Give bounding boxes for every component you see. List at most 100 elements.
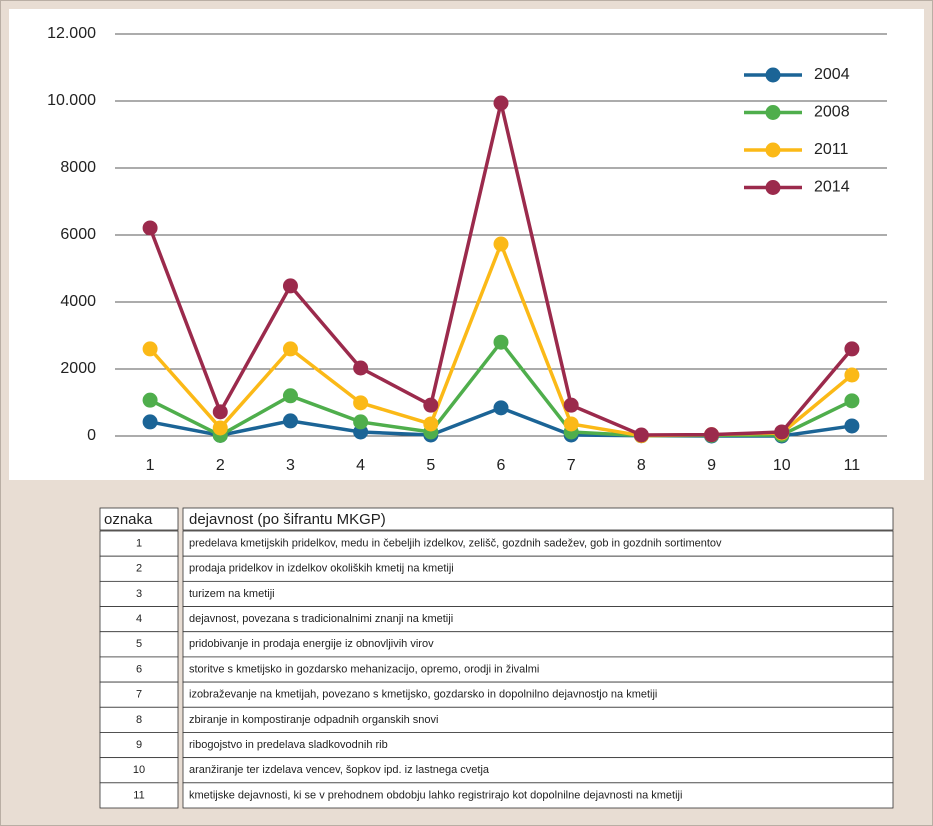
y-tick-label: 0 (87, 427, 96, 444)
legend-marker (765, 180, 781, 195)
x-tick-label: 4 (356, 457, 365, 474)
table-activity: predelava kmetijskih pridelkov, medu in … (189, 537, 722, 549)
table-header-cell (182, 507, 894, 531)
data-point (493, 95, 509, 111)
data-point (633, 427, 649, 443)
table-cell (182, 606, 894, 633)
data-point (142, 414, 158, 430)
data-point (142, 392, 158, 408)
table-activity: turizem na kmetiji (189, 588, 275, 600)
table-cell (182, 757, 894, 784)
data-point (212, 404, 228, 420)
table-cell (99, 631, 179, 658)
y-tick-label: 8000 (60, 159, 96, 176)
data-point (353, 360, 369, 376)
legend-label: 2008 (814, 104, 850, 121)
table-code: 7 (136, 689, 142, 701)
data-point (142, 341, 158, 357)
table-cell (99, 757, 179, 784)
x-tick-label: 10 (773, 457, 791, 474)
table-code: 5 (136, 638, 142, 650)
y-tick-label: 4000 (60, 293, 96, 310)
table-code: 2 (136, 563, 142, 575)
y-tick-label: 2000 (60, 360, 96, 377)
data-point (493, 236, 509, 252)
x-tick-label: 8 (637, 457, 646, 474)
legend-label: 2014 (814, 179, 850, 196)
table-cell (99, 656, 179, 683)
table-activity: prodaja pridelkov in izdelkov okoliških … (189, 563, 454, 575)
x-tick-label: 1 (146, 457, 155, 474)
data-point (212, 420, 228, 436)
x-tick-label: 2 (216, 457, 225, 474)
table-cell (99, 681, 179, 708)
legend-marker (765, 105, 781, 120)
data-point (353, 414, 369, 430)
table-activity: pridobivanje in prodaja energije iz obno… (189, 638, 434, 650)
y-tick-label: 10.000 (47, 92, 96, 109)
data-point (282, 341, 298, 357)
legend-marker (765, 67, 781, 83)
x-tick-label: 7 (567, 457, 576, 474)
data-point (142, 220, 158, 236)
table-activity: ribogojstvo in predelava sladkovodnih ri… (189, 739, 388, 751)
table-cell (99, 580, 179, 607)
table-activity: aranžiranje ter izdelava vencev, šopkov … (189, 764, 490, 776)
data-point (282, 413, 298, 429)
table-activity: izobraževanje na kmetijah, povezano s km… (189, 689, 657, 701)
data-point (282, 278, 298, 294)
table-cell (99, 555, 179, 582)
table-code: 1 (136, 537, 142, 549)
data-point (844, 393, 860, 409)
table-activity: kmetijske dejavnosti, ki se v prehodnem … (189, 789, 682, 801)
data-point (423, 397, 439, 413)
table-cell (99, 706, 179, 733)
table-cell (182, 656, 894, 683)
data-point (282, 388, 298, 404)
table-cell (182, 530, 894, 557)
table-cell (182, 580, 894, 607)
table-code: 9 (136, 739, 142, 751)
table-cell (182, 555, 894, 582)
legend-marker (765, 142, 781, 158)
data-point (353, 395, 369, 411)
table-header-cell (99, 507, 179, 531)
data-point (774, 424, 790, 440)
table-code: 3 (136, 588, 142, 600)
table-cell (182, 631, 894, 658)
table-code: 6 (136, 663, 142, 675)
table-cell (182, 681, 894, 708)
table-code: 11 (133, 789, 144, 801)
table-cell (99, 530, 179, 557)
data-point (563, 397, 579, 413)
table-cell (99, 732, 179, 759)
x-tick-label: 9 (707, 457, 716, 474)
table-code: 4 (136, 613, 142, 625)
table-cell (182, 782, 894, 809)
table-activity: dejavnost, povezana s tradicionalnimi zn… (189, 613, 453, 625)
x-tick-label: 5 (426, 457, 435, 474)
data-point (844, 418, 860, 434)
table-code: 10 (133, 764, 145, 776)
table-header: dejavnost (po šifrantu MKGP) (189, 511, 386, 528)
table-cell (99, 782, 179, 809)
data-point (493, 334, 509, 350)
data-point (844, 367, 860, 383)
x-tick-label: 6 (497, 457, 506, 474)
data-point (704, 427, 720, 443)
table-code: 8 (136, 714, 142, 726)
table-activity: storitve s kmetijsko in gozdarsko mehani… (189, 663, 539, 675)
legend-label: 2004 (814, 66, 850, 83)
x-tick-label: 3 (286, 457, 295, 474)
legend-label: 2011 (814, 141, 849, 158)
data-point (844, 341, 860, 357)
table-cell (182, 706, 894, 733)
data-point (563, 416, 579, 432)
y-tick-label: 12.000 (47, 25, 96, 42)
table-cell (99, 606, 179, 633)
data-point (493, 400, 509, 416)
table-activity: zbiranje in kompostiranje odpadnih organ… (189, 714, 438, 726)
y-tick-label: 6000 (60, 226, 96, 243)
